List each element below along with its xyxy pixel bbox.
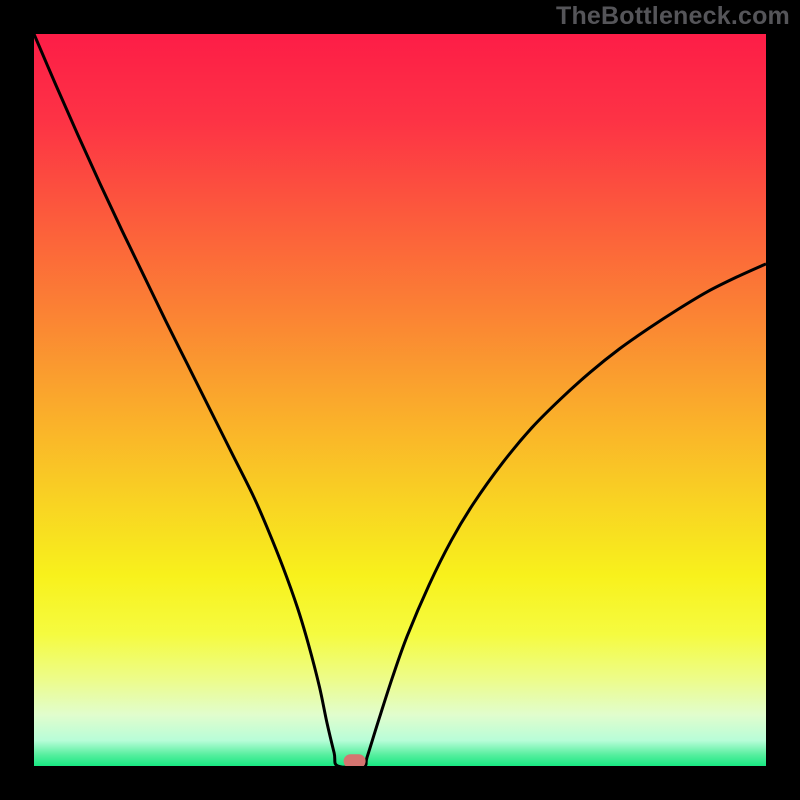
bottleneck-chart	[0, 0, 800, 800]
watermark-label: TheBottleneck.com	[556, 2, 790, 31]
